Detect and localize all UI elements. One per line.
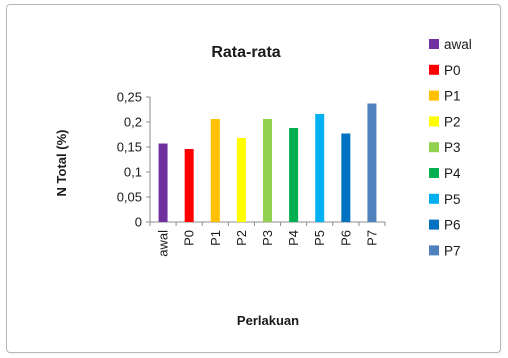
bar-p4 bbox=[289, 128, 299, 222]
chart-frame bbox=[6, 4, 501, 353]
bar-p6 bbox=[341, 133, 351, 222]
legend: awal P0 P1 P2 P3 P4 P5 P6 P7 bbox=[429, 37, 472, 258]
legend-swatch-p6 bbox=[429, 219, 439, 230]
x-tick-label: P0 bbox=[182, 230, 197, 246]
legend-label-p4: P4 bbox=[444, 166, 461, 181]
x-axis-title: Perlakuan bbox=[237, 313, 299, 328]
bars bbox=[158, 103, 377, 222]
y-tick-label: 0,1 bbox=[124, 165, 142, 180]
legend-label-p6: P6 bbox=[444, 218, 461, 233]
legend-swatch-p7 bbox=[429, 245, 439, 256]
x-tick-label: P7 bbox=[364, 230, 379, 246]
legend-swatch-p4 bbox=[429, 168, 439, 178]
y-tick-label: 0,15 bbox=[117, 140, 142, 155]
y-tick-label: 0,05 bbox=[117, 190, 142, 205]
x-tick-label: P4 bbox=[286, 230, 301, 246]
x-tick-label: P3 bbox=[260, 230, 275, 246]
bar-awal bbox=[158, 143, 168, 222]
legend-swatch-p1 bbox=[429, 90, 439, 101]
legend-label-awal: awal bbox=[444, 37, 472, 52]
y-axis-title: N Total (%) bbox=[54, 130, 69, 197]
legend-label-p1: P1 bbox=[444, 89, 461, 104]
x-tick-label: P1 bbox=[208, 230, 223, 246]
legend-label-p0: P0 bbox=[444, 63, 461, 78]
chart-title: Rata-rata bbox=[211, 44, 280, 61]
legend-label-p3: P3 bbox=[444, 140, 461, 155]
legend-label-p5: P5 bbox=[444, 192, 461, 207]
bar-p0 bbox=[184, 149, 194, 222]
y-tick-labels: 0 0,05 0,1 0,15 0,2 0,25 bbox=[117, 90, 142, 230]
x-tick-label: awal bbox=[156, 230, 171, 257]
bar-p5 bbox=[315, 114, 325, 222]
y-tick-label: 0 bbox=[135, 215, 142, 230]
bar-p3 bbox=[263, 119, 272, 222]
legend-swatch-p5 bbox=[429, 193, 439, 204]
legend-swatch-p2 bbox=[429, 116, 439, 127]
x-tick-label: P2 bbox=[234, 230, 249, 246]
bar-p1 bbox=[210, 119, 220, 222]
x-tick-label: P6 bbox=[338, 230, 353, 246]
legend-label-p7: P7 bbox=[444, 243, 461, 258]
x-tick-label: P5 bbox=[312, 230, 327, 246]
y-tick-label: 0,25 bbox=[117, 90, 142, 105]
y-tick-label: 0,2 bbox=[124, 115, 142, 130]
x-tick-labels: awal P0 P1 P2 P3 P4 P5 P6 P7 bbox=[156, 230, 380, 257]
bar-p2 bbox=[236, 138, 246, 222]
legend-swatch-awal bbox=[429, 39, 439, 49]
legend-swatch-p0 bbox=[429, 64, 439, 75]
legend-label-p2: P2 bbox=[444, 114, 461, 129]
legend-swatch-p3 bbox=[429, 142, 439, 153]
bar-p7 bbox=[367, 103, 377, 222]
